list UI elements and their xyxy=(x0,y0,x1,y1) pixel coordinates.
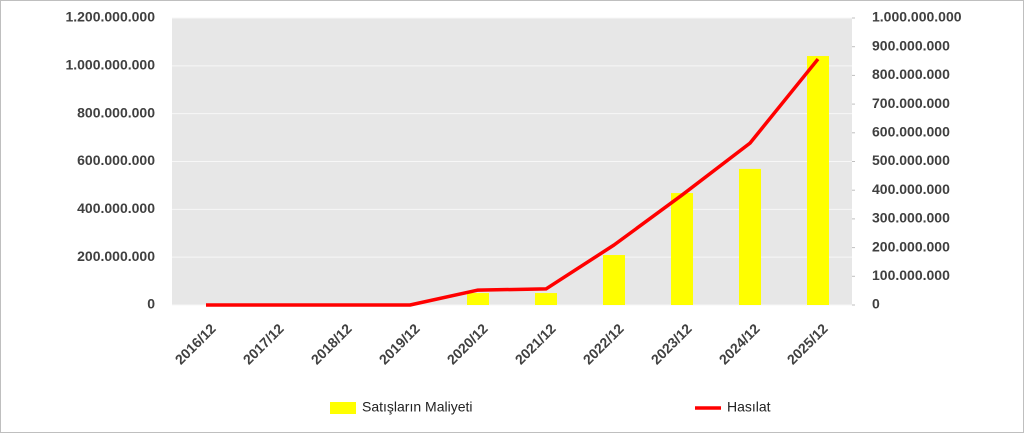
line xyxy=(206,57,820,307)
bar xyxy=(603,255,625,305)
y-tick-label: 0 xyxy=(147,296,155,312)
legend-swatch xyxy=(330,402,356,414)
y-tick-label: 1.000.000.000 xyxy=(65,57,155,73)
y2-tick-label: 300.000.000 xyxy=(872,210,950,226)
y-tick-label: 800.000.000 xyxy=(77,104,155,120)
y2-tick-label: 100.000.000 xyxy=(872,267,950,283)
y2-tick-label: 600.000.000 xyxy=(872,124,950,140)
legend-label: Satışların Maliyeti xyxy=(362,399,472,415)
y-tick-label: 1.200.000.000 xyxy=(65,9,155,25)
y2-tick-label: 1.000.000.000 xyxy=(872,9,962,25)
bar xyxy=(671,193,693,305)
bar xyxy=(535,293,557,305)
legend-label: Hasılat xyxy=(727,399,771,415)
bar xyxy=(739,168,761,305)
y-tick-label: 600.000.000 xyxy=(77,152,155,168)
y2-tick-label: 0 xyxy=(872,296,880,312)
y2-tick-label: 900.000.000 xyxy=(872,37,950,53)
y-tick-label: 200.000.000 xyxy=(77,248,155,264)
y2-tick-label: 800.000.000 xyxy=(872,66,950,82)
y2-tick-label: 400.000.000 xyxy=(872,181,950,197)
bar xyxy=(807,56,829,306)
y2-tick-label: 500.000.000 xyxy=(872,152,950,168)
y2-tick-label: 200.000.000 xyxy=(872,238,950,254)
bar xyxy=(467,293,489,305)
y2-tick-label: 700.000.000 xyxy=(872,95,950,111)
y-tick-label: 400.000.000 xyxy=(77,200,155,216)
